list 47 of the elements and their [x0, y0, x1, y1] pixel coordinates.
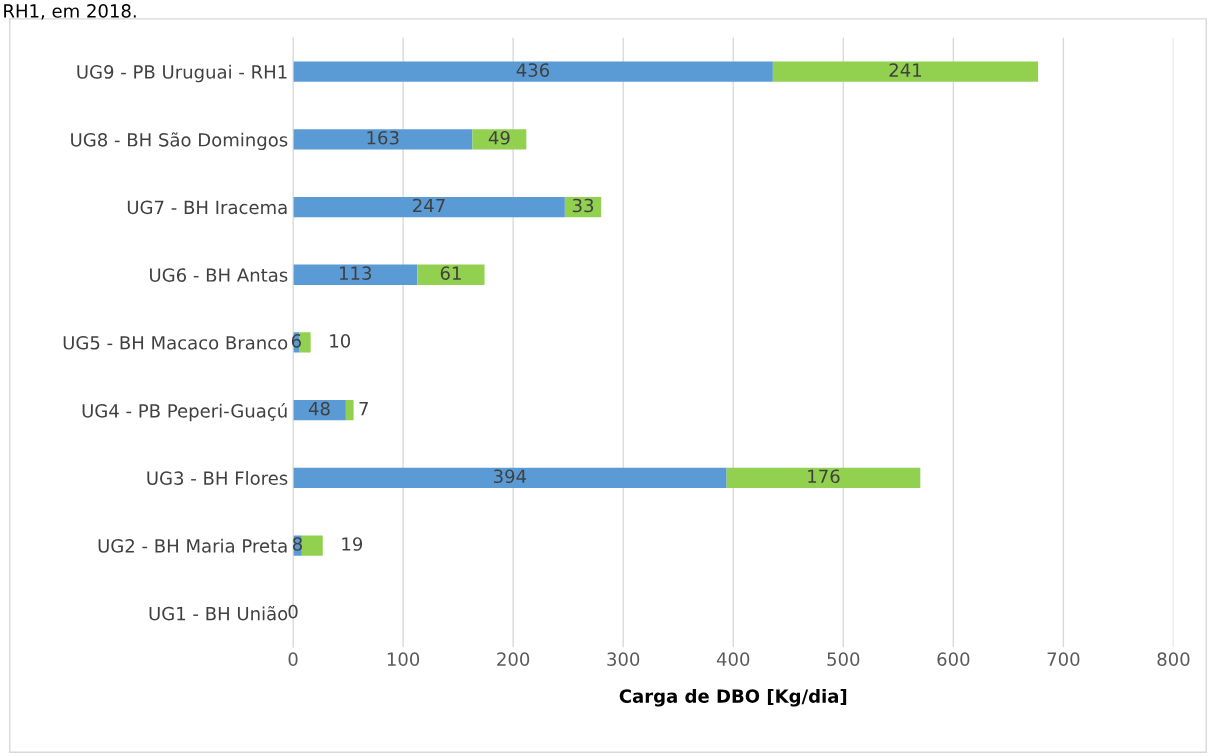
y-tick-label: UG5 - BH Macaco Branco — [63, 335, 288, 350]
data-label: 436 — [516, 63, 550, 77]
bar — [293, 129, 473, 150]
bar — [293, 61, 773, 82]
x-tick-label: 100 — [387, 652, 420, 666]
y-tick-label: UG1 - BH União — [149, 606, 288, 621]
data-label: 61 — [440, 266, 461, 280]
x-tick-label: 600 — [937, 652, 970, 666]
x-tick-label: 0 — [288, 652, 298, 666]
x-axis-title: Carga de DBO [Kg/dia] — [619, 688, 847, 707]
bar — [772, 61, 1039, 82]
data-label: 48 — [308, 401, 330, 416]
y-tick-label: UG4 - PB Peperi-Guaçú — [82, 402, 287, 422]
data-label: 163 — [367, 130, 399, 145]
y-tick-label: UG7 - BH Iracema — [127, 200, 287, 215]
y-tick-label: UG8 - BH São Domingos — [71, 132, 288, 151]
data-label: 0 — [288, 604, 298, 619]
x-tick-label: 200 — [497, 652, 530, 666]
bar — [293, 196, 565, 218]
data-label: 113 — [339, 266, 372, 280]
data-label: 19 — [342, 537, 363, 551]
y-tick-label: UG3 - BH Flores — [147, 471, 288, 485]
x-tick-label: 800 — [1157, 652, 1190, 666]
data-label: 33 — [572, 198, 594, 213]
y-tick-label: UG6 - BH Antas — [150, 268, 288, 282]
text: RH1, em 2018. — [4, 4, 136, 20]
x-tick-label: 700 — [1047, 652, 1080, 666]
bar — [293, 467, 727, 489]
data-label: 7 — [359, 401, 368, 416]
x-tick-label: 300 — [607, 652, 640, 666]
bar — [472, 129, 527, 150]
bar — [301, 535, 323, 556]
data-label: 241 — [889, 63, 922, 77]
bar — [293, 264, 418, 285]
y-tick-label: UG9 - PB Uruguai - RH1 — [77, 64, 287, 83]
bar — [299, 332, 311, 353]
data-label: 176 — [808, 469, 840, 484]
data-label: 394 — [494, 469, 527, 484]
y-tick-label: UG2 - BH Maria Preta — [98, 538, 287, 553]
data-label: 10 — [330, 334, 351, 348]
bar — [345, 400, 354, 421]
x-tick-label: 400 — [716, 652, 750, 666]
x-tick-label: 500 — [827, 652, 860, 666]
bar — [417, 264, 485, 285]
data-label: 49 — [488, 130, 510, 145]
data-label: 247 — [413, 198, 445, 213]
bar — [726, 467, 921, 489]
